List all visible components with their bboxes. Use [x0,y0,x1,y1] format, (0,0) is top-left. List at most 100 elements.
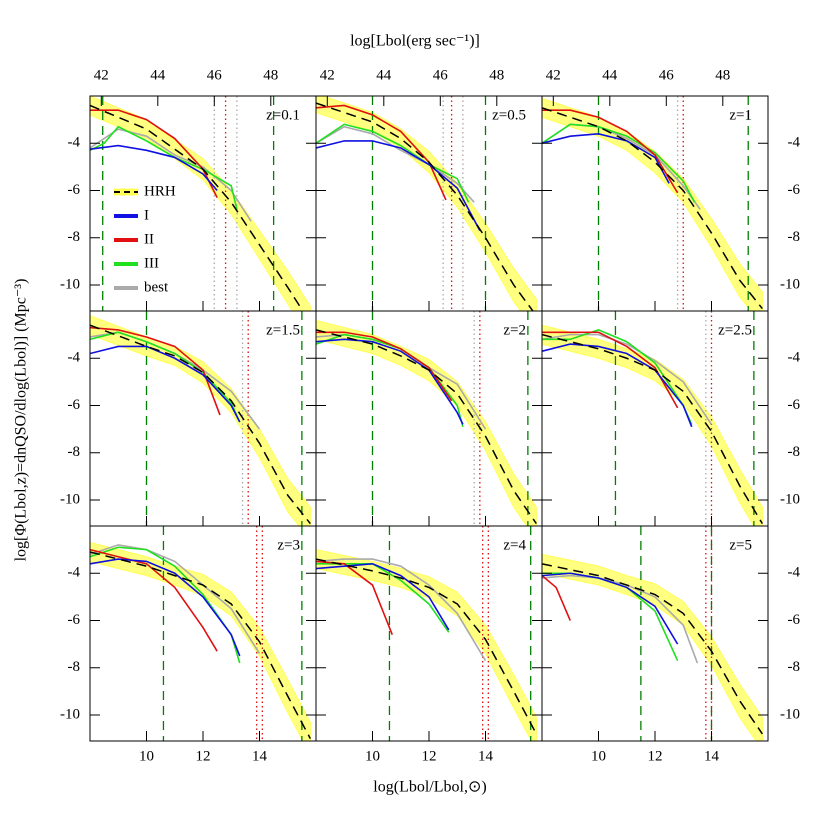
y-tick-label: -6 [68,612,81,628]
y-tick-label: -8 [68,659,81,675]
series-line [542,107,763,310]
y-tick-label: -6 [788,612,801,628]
y-tick-label: -10 [60,706,80,722]
y-tick-label: -4 [788,565,801,581]
y-tick-label: -6 [68,397,81,413]
uncertainty-band [316,549,537,741]
y-tick-label: -4 [788,135,801,151]
top-tick-label: 42 [94,67,109,83]
y-tick-label: -8 [788,444,801,460]
top-tick-label: 42 [546,67,561,83]
series-line [90,104,304,311]
series-line [316,140,481,232]
series-line [90,544,261,655]
panel-title: z=4 [503,537,526,553]
legend-label: II [144,231,154,247]
top-tick-label: 46 [433,67,449,83]
top-axis-title: log[Lbol(erg sec⁻¹)] [350,33,480,50]
x-tick-label: 14 [478,748,494,764]
series-line [542,575,571,621]
series-line [542,563,763,735]
series-line [316,562,450,631]
series-line [90,331,241,423]
x-tick-label: 10 [365,748,380,764]
y-tick-label: -4 [788,350,801,366]
y-tick-label: -4 [68,350,81,366]
panel [90,311,311,526]
legend-label: best [144,279,169,295]
y-tick-label: -8 [68,444,81,460]
y-tick-label: -4 [68,135,81,151]
series-line [316,104,447,201]
series-line [90,324,311,525]
uncertainty-band [542,324,763,526]
uncertainty-band [90,315,311,526]
uncertainty-band [316,319,537,526]
top-tick-label: 48 [263,67,278,83]
series-line [542,333,713,425]
series-line [542,123,696,203]
y-tick-label: -10 [780,491,800,507]
legend-label: HRH [144,183,176,199]
series-line [316,558,487,662]
x-tick-label: 14 [252,748,268,764]
panel-title: z=5 [729,537,752,553]
y-tick-label: -10 [60,491,80,507]
series-line [90,345,241,423]
panel [90,526,312,741]
panel-title: z=0.5 [492,107,526,123]
x-tick-label: 10 [591,748,606,764]
panel-frame [541,525,769,742]
panel [542,96,763,311]
top-tick-label: 48 [489,67,504,83]
uncertainty-band [90,542,311,741]
series-line [316,125,475,203]
series-line [90,144,218,192]
panel-title: z=2.5 [718,322,752,338]
top-tick-label: 46 [207,67,223,83]
panel [316,311,537,526]
y-tick-label: -10 [780,276,800,292]
x-tick-label: 10 [139,748,154,764]
y-tick-label: -8 [788,659,801,675]
uncertainty-band [542,97,763,311]
series-line [316,329,537,525]
y-tick-label: -8 [788,229,801,245]
x-tick-label: 12 [648,748,663,764]
legend-label: I [144,207,149,223]
top-tick-label: 44 [602,67,618,83]
series-line [542,333,763,525]
series-line [316,102,534,311]
top-tick-label: 42 [320,67,335,83]
series-line [542,572,679,645]
series-line [90,109,218,198]
top-tick-label: 46 [659,67,675,83]
panel [316,96,537,311]
y-tick-label: -6 [68,182,81,198]
uncertainty-band [542,553,763,741]
series-line [542,343,693,428]
series-line [316,331,453,402]
panel-title: z=1 [729,107,752,123]
y-tick-label: -10 [60,276,80,292]
panel [542,526,763,741]
series-line [542,109,679,194]
top-tick-label: 44 [376,67,392,83]
y-tick-label: -4 [68,565,81,581]
uncertainty-band [316,96,537,311]
series-line [90,125,238,210]
y-tick-label: -8 [68,229,81,245]
legend-label: III [144,255,159,271]
panel-title: z=0.1 [266,107,300,123]
x-axis-title: log(Lbol/Lbol,⊙) [373,779,486,796]
series-line [90,551,312,739]
y-tick-label: -6 [788,182,801,198]
series-line [90,548,218,652]
y-tick-label: -6 [788,397,801,413]
panel-title: z=1.5 [266,322,300,338]
x-tick-label: 12 [422,748,437,764]
series-line [316,123,470,203]
y-axis-title: log[Φ(Lbol,z)=dnQSO/dlog(Lbol)] (Mpc⁻³) [13,279,30,562]
top-tick-label: 48 [715,67,730,83]
